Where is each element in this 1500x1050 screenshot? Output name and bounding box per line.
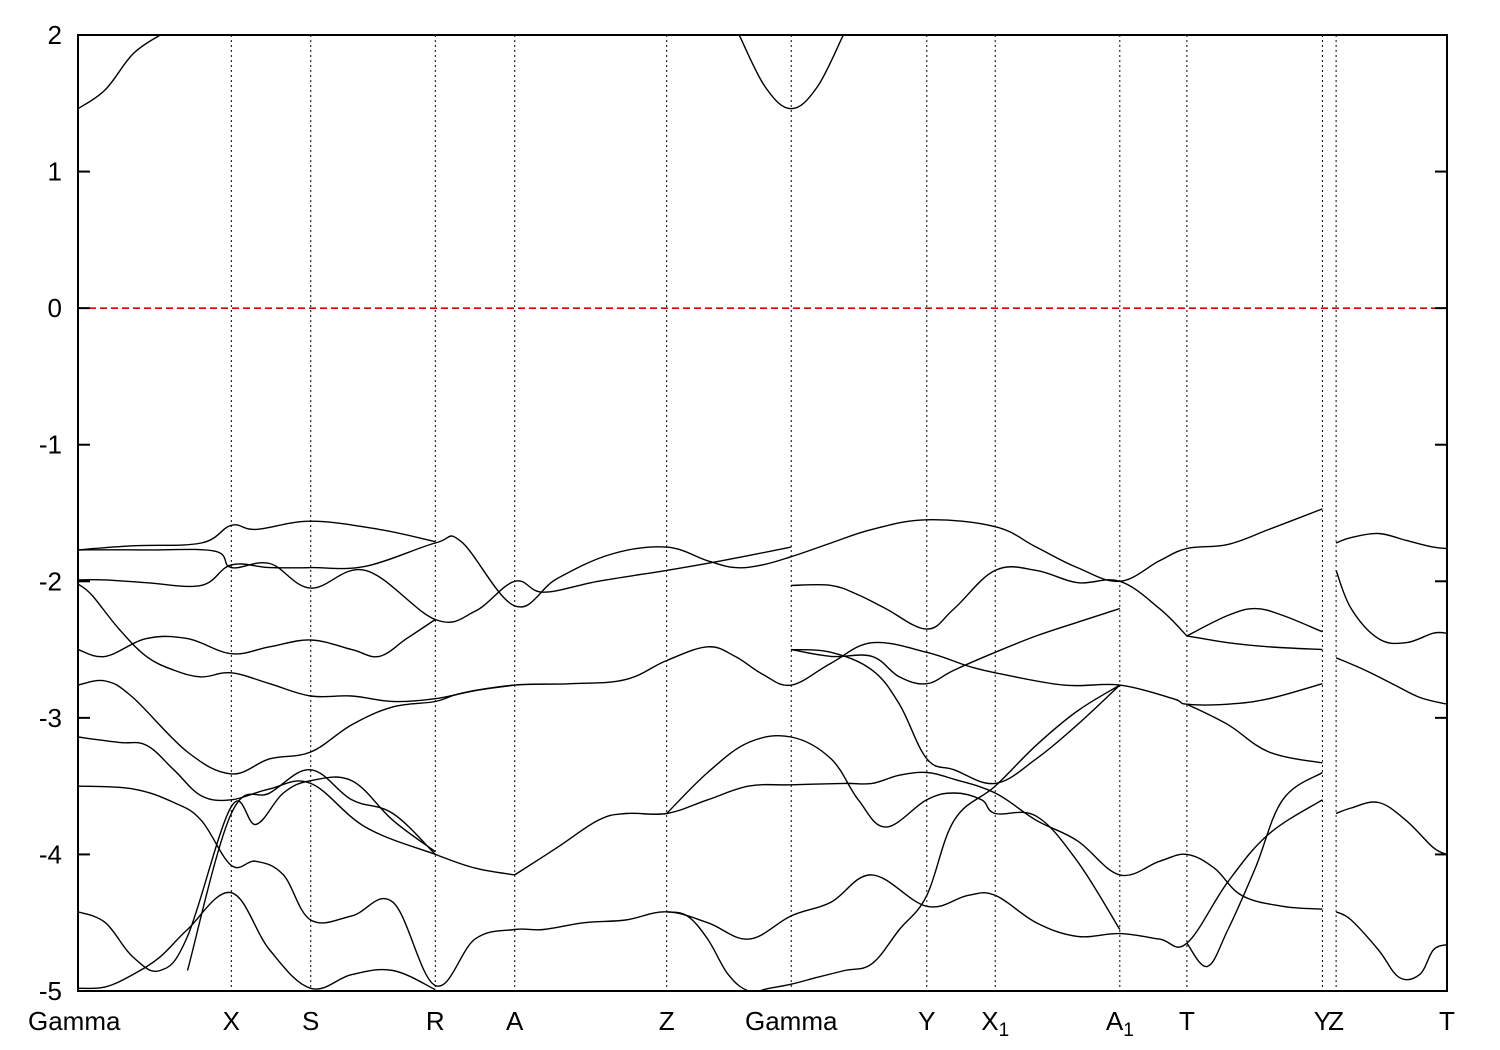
band-line-22 [1186, 703, 1323, 764]
x-kpoint-label: Y [918, 1006, 935, 1036]
band-line-10 [78, 785, 1323, 987]
band-line-21 [1186, 635, 1323, 651]
x-kpoint-label: A [506, 1006, 524, 1036]
band-line-19 [791, 607, 1121, 685]
x-kpoint-label: T [1179, 1006, 1195, 1036]
band-line-3 [78, 520, 436, 551]
band-line-15 [666, 734, 1121, 930]
y-axis-ticks: -5 -4 -3 -2 -1 0 1 2 [39, 20, 1447, 1006]
band-line-11 [78, 776, 436, 973]
x-axis-kpoint-labels: Gamma X S R A Z Gamma Y X1 A1 T YZ T [28, 1006, 1455, 1041]
band-line-4 [78, 546, 792, 624]
x-kpoint-label: Z [1328, 1006, 1344, 1036]
band-line-9 [78, 736, 515, 876]
band-line-6 [78, 583, 515, 703]
y-tick-label: -5 [39, 976, 62, 1006]
y-tick-label: 2 [48, 20, 62, 50]
band-line-1 [78, 35, 161, 110]
x-kpoint-label: Z [659, 1006, 675, 1036]
band-line-8 [78, 641, 1323, 775]
x-kpoint-label: S [302, 1006, 319, 1036]
x-kpoint-label: T [1439, 1006, 1455, 1036]
x-kpoint-label: R [426, 1006, 445, 1036]
y-tick-label: -2 [39, 566, 62, 596]
y-tick-label: -3 [39, 703, 62, 733]
band-line-16 [666, 684, 1121, 991]
band-line-13 [186, 769, 436, 971]
y-tick-label: 0 [48, 293, 62, 323]
band-line-20 [1186, 607, 1323, 637]
x-kpoint-label: A1 [1106, 1006, 1134, 1041]
band-line-2 [738, 35, 844, 110]
x-kpoint-label: Gamma [28, 1006, 121, 1036]
band-line-25 [1335, 570, 1447, 645]
x-kpoint-label: X1 [981, 1006, 1009, 1041]
band-line-27 [1335, 801, 1447, 856]
y-tick-label: -4 [39, 839, 62, 869]
y-tick-label: 1 [48, 157, 62, 187]
band-line-28 [1335, 911, 1447, 981]
band-line-12 [78, 891, 436, 991]
plot-frame [77, 34, 1448, 992]
kpoint-gridlines [230, 35, 1337, 991]
band-line-5 [78, 508, 1323, 608]
band-lines [78, 35, 1447, 991]
x-kpoint-label: Y [1314, 1006, 1331, 1036]
band-line-18 [791, 566, 1188, 637]
band-line-14 [514, 771, 1323, 910]
x-kpoint-label: X [223, 1006, 240, 1036]
band-line-24 [1335, 532, 1447, 550]
band-line-23 [1186, 771, 1323, 968]
band-line-26 [1335, 657, 1447, 705]
band-line-7 [78, 618, 436, 658]
x-kpoint-label: Gamma [745, 1006, 838, 1036]
y-tick-label: -1 [39, 430, 62, 460]
band-line-17 [791, 648, 1121, 785]
